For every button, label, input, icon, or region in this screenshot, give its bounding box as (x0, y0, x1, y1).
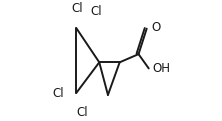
Text: Cl: Cl (71, 2, 83, 15)
Text: Cl: Cl (90, 5, 101, 18)
Text: Cl: Cl (52, 87, 64, 100)
Text: Cl: Cl (77, 106, 88, 119)
Text: O: O (152, 21, 161, 34)
Text: OH: OH (153, 62, 171, 75)
